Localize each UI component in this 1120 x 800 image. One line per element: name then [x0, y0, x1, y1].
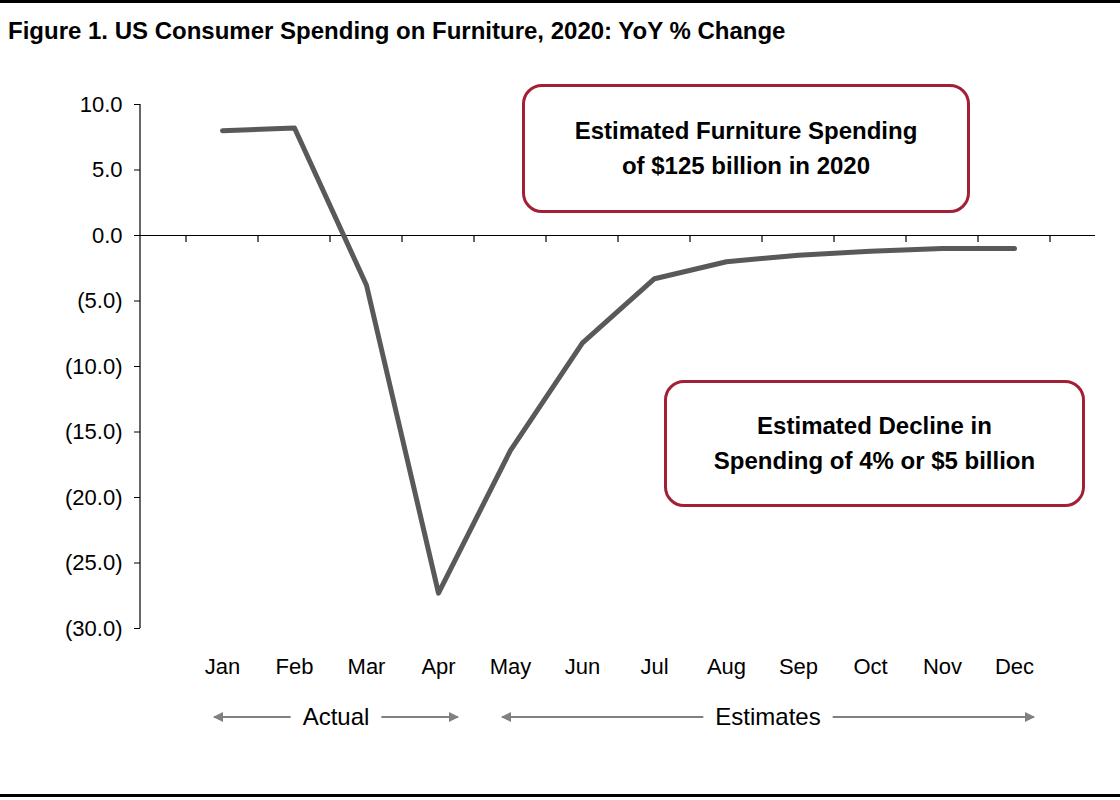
svg-text:(30.0): (30.0) [65, 616, 122, 641]
svg-text:Nov: Nov [923, 654, 962, 679]
svg-text:5.0: 5.0 [92, 157, 123, 182]
svg-text:(25.0): (25.0) [65, 550, 122, 575]
html-text:Estimated Decline in Spending: Estimated Decline in Spending of 4% or $… [713, 411, 1036, 474]
svg-text:10.0: 10.0 [80, 92, 123, 117]
svg-text:(5.0): (5.0) [77, 288, 122, 313]
svg-text:May: May [490, 654, 532, 679]
html-text:Figure 1. US Consumer Spending: Figure 1. US Consumer Spending on Furnit… [8, 17, 786, 44]
svg-text:Jul: Jul [640, 654, 668, 679]
svg-text:Dec: Dec [995, 654, 1034, 679]
svg-text:Oct: Oct [853, 654, 887, 679]
html-text:Estimated Furniture Spending o: Estimated Furniture Spending of $125 bil… [574, 116, 918, 179]
svg-text:(20.0): (20.0) [65, 485, 122, 510]
svg-text:Feb: Feb [276, 654, 314, 679]
svg-text:Actual: Actual [303, 703, 370, 730]
svg-text:(10.0): (10.0) [65, 354, 122, 379]
svg-text:Jan: Jan [205, 654, 240, 679]
svg-text:Apr: Apr [421, 654, 455, 679]
svg-text:Estimates: Estimates [715, 703, 820, 730]
svg-text:(15.0): (15.0) [65, 419, 122, 444]
svg-text:Sep: Sep [779, 654, 818, 679]
svg-text:Aug: Aug [707, 654, 746, 679]
svg-text:Mar: Mar [348, 654, 386, 679]
svg-text:Jun: Jun [565, 654, 600, 679]
svg-text:0.0: 0.0 [92, 223, 123, 248]
